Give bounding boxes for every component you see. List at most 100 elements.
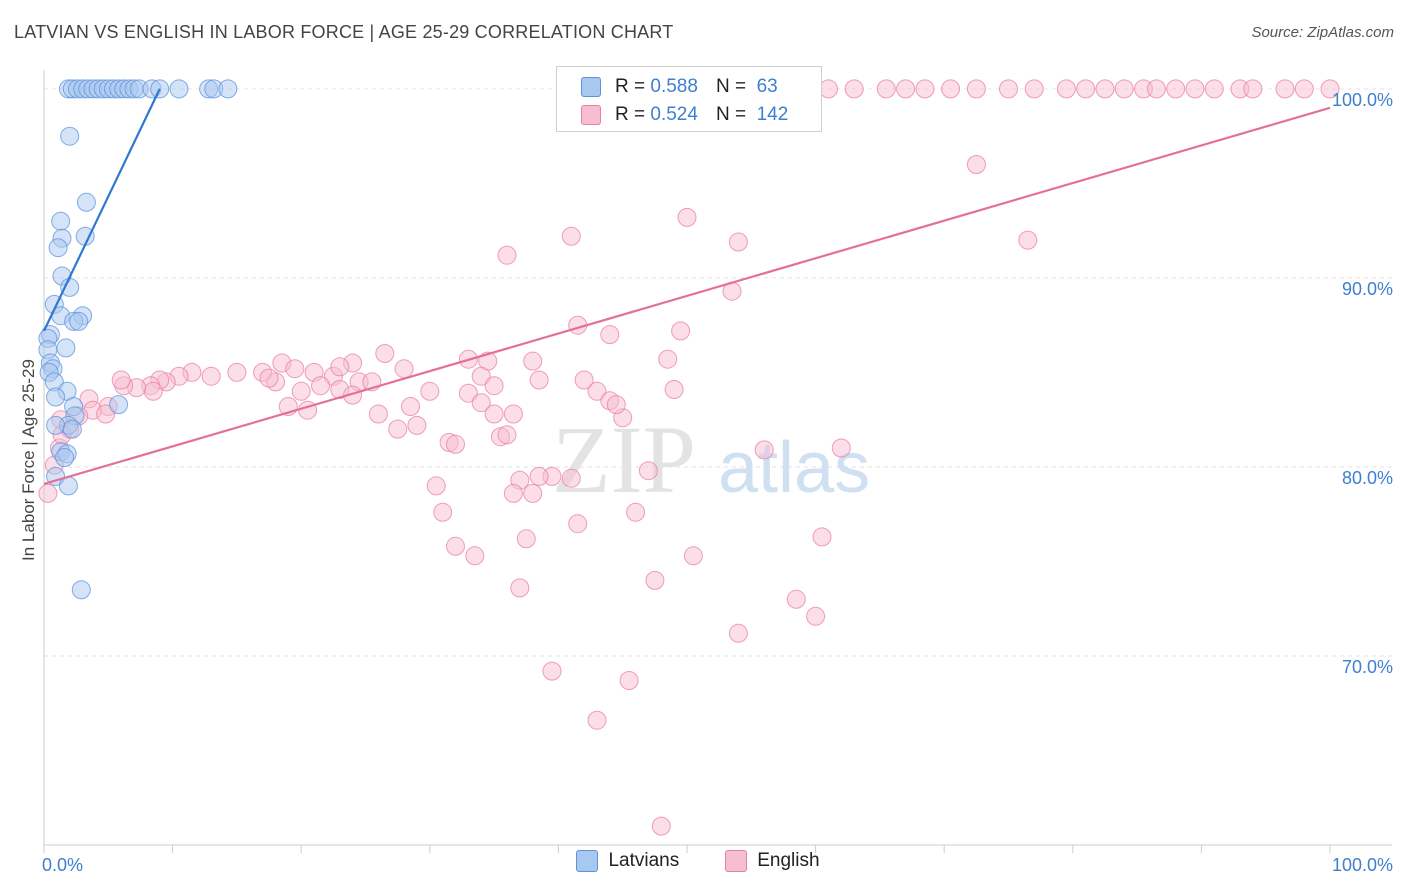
english-point — [523, 351, 543, 371]
english-point — [999, 79, 1018, 99]
legend-n-value: 142 — [756, 104, 789, 125]
english-point — [600, 325, 620, 345]
y-tick-labels: 70.0% 80.0% 90.0% 100.0% — [1332, 90, 1393, 677]
latvian-point — [51, 211, 71, 231]
series-swatch-latvians — [576, 850, 599, 872]
series-swatch-english — [725, 850, 748, 872]
english-point — [651, 816, 671, 836]
legend-r-label: R = — [615, 104, 646, 125]
legend-row-latvians: R = 0.588 N = 63 — [557, 72, 778, 102]
english-point — [471, 393, 491, 413]
english-point — [542, 661, 562, 681]
english-point — [561, 226, 581, 246]
english-point — [407, 415, 427, 435]
english-trendline — [43, 106, 1331, 486]
english-point — [1275, 79, 1295, 99]
english-point — [561, 468, 581, 488]
english-point — [401, 397, 420, 416]
latvian-points — [38, 79, 238, 600]
english-point — [1146, 79, 1166, 99]
english-point — [426, 476, 446, 496]
english-point — [587, 710, 607, 730]
y-tick-label: 80.0% — [1342, 468, 1393, 488]
english-point — [259, 368, 279, 388]
latvian-point — [48, 238, 68, 258]
english-point — [1056, 79, 1076, 99]
english-point — [606, 395, 626, 415]
english-point — [503, 483, 523, 503]
english-point — [1185, 79, 1205, 99]
english-point — [1243, 79, 1263, 99]
english-point — [388, 419, 408, 439]
series-legend-latvians[interactable]: Latvians — [576, 850, 679, 872]
axes — [43, 70, 1392, 853]
latvian-point — [46, 387, 66, 407]
legend-n-label: N = — [715, 76, 747, 97]
watermark-atlas: atlas — [718, 428, 870, 508]
latvian-point — [109, 395, 129, 415]
english-point — [1018, 230, 1038, 250]
latvian-point — [69, 311, 89, 331]
english-point — [471, 366, 491, 386]
english-point — [728, 232, 748, 252]
english-point — [433, 502, 453, 522]
english-point — [638, 461, 658, 481]
english-point — [529, 466, 549, 486]
english-point — [516, 529, 536, 549]
english-point — [38, 483, 58, 503]
english-point — [458, 383, 478, 403]
english-point — [1294, 79, 1314, 99]
legend-n-value: 63 — [756, 76, 778, 97]
english-point — [587, 381, 607, 401]
english-point — [658, 349, 678, 369]
y-tick-label: 70.0% — [1342, 657, 1393, 677]
legend-r-value: 0.524 — [650, 104, 698, 125]
latvian-point — [169, 79, 189, 99]
english-point — [806, 606, 826, 626]
english-point — [420, 381, 440, 401]
english-point — [1095, 79, 1115, 99]
english-point — [111, 370, 131, 390]
english-point — [574, 370, 594, 390]
y-axis-label: In Labor Force | Age 25-29 — [19, 359, 38, 561]
english-point — [291, 381, 311, 401]
legend-swatch-english — [581, 105, 601, 125]
english-point — [484, 376, 504, 396]
english-point — [966, 79, 986, 99]
english-point — [844, 79, 864, 99]
legend-r-label: R = — [615, 76, 646, 97]
english-points — [38, 79, 1340, 836]
source-label: Source: ZipAtlas.com — [1251, 24, 1394, 41]
english-point — [1320, 79, 1340, 99]
english-point — [786, 589, 806, 609]
y-tick-label: 90.0% — [1342, 279, 1393, 299]
english-point — [671, 321, 691, 341]
english-point — [343, 385, 363, 405]
latvian-point — [71, 580, 91, 600]
english-point — [523, 483, 543, 503]
legend-n-label: N = — [715, 104, 747, 125]
english-point — [754, 440, 774, 460]
series-legend-english[interactable]: English — [725, 850, 820, 872]
series-label-latvians: Latvians — [608, 850, 680, 871]
english-point — [285, 359, 305, 379]
x-tick-label-min: 0.0% — [42, 855, 83, 875]
legend-r-value: 0.588 — [650, 76, 698, 97]
english-point — [1204, 79, 1224, 99]
english-point — [446, 434, 465, 454]
english-point — [619, 671, 639, 690]
english-point — [446, 536, 465, 556]
english-point — [677, 207, 697, 227]
english-point — [529, 370, 549, 390]
english-point — [876, 79, 896, 99]
latvian-point — [218, 79, 238, 99]
english-point — [497, 245, 517, 265]
english-point — [96, 404, 116, 424]
english-point — [368, 404, 388, 424]
english-point — [1114, 79, 1134, 99]
x-tick-label-max: 100.0% — [1332, 855, 1393, 875]
english-point — [941, 79, 961, 99]
english-point — [966, 155, 986, 174]
english-point — [645, 570, 665, 590]
